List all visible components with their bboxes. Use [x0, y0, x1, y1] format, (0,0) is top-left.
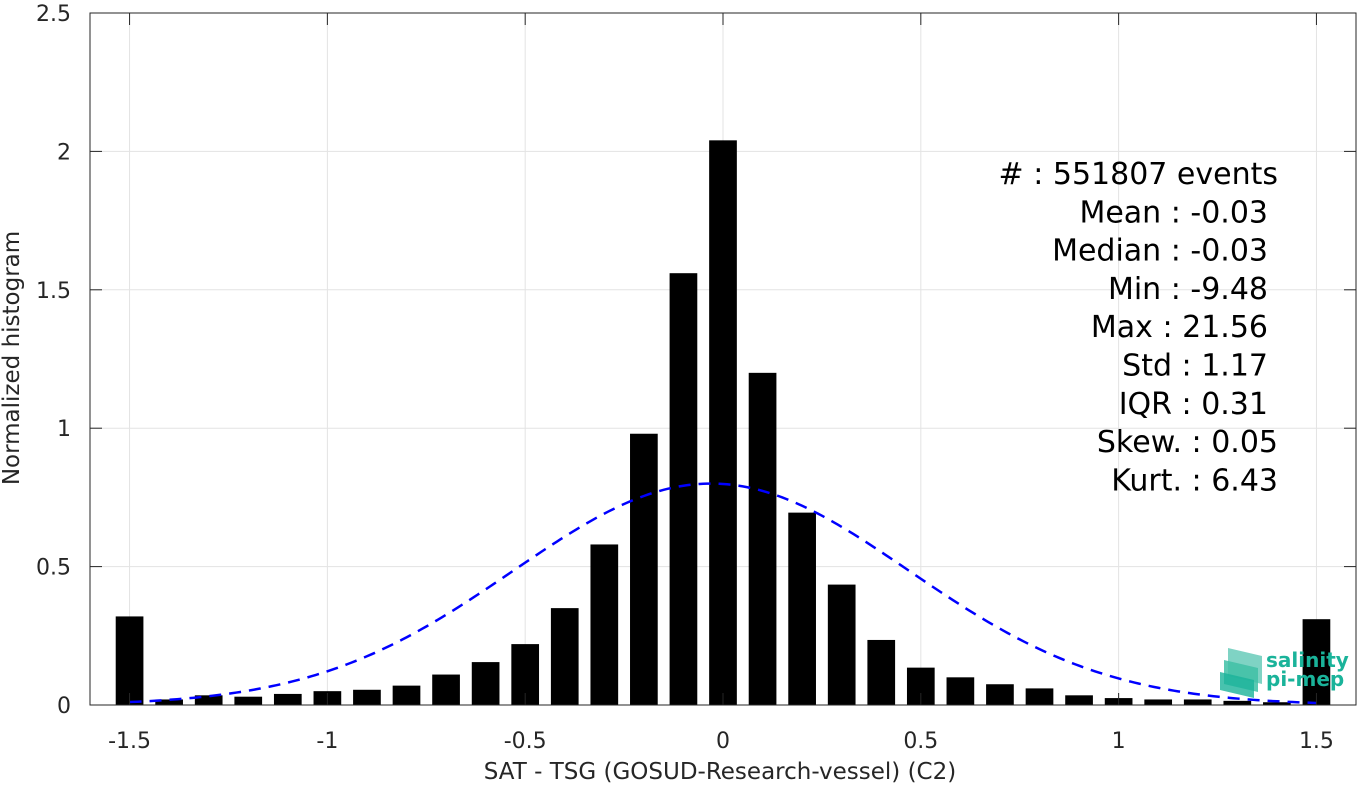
histogram-bar	[1025, 688, 1054, 705]
histogram-bar	[471, 662, 500, 705]
y-tick-label: 2	[57, 140, 71, 165]
histogram-bar	[1065, 695, 1093, 705]
histogram-bar	[630, 433, 658, 705]
histogram-bar	[353, 689, 381, 705]
histogram-bar	[590, 544, 619, 705]
logo-line-2: pi-mep	[1266, 667, 1344, 691]
histogram-bar	[788, 512, 816, 705]
x-axis-ticks: -1.5 -1 -0.5 0 0.5 1 1.5	[108, 13, 1334, 754]
y-tick-label: 1.5	[36, 279, 71, 304]
stat-line: Kurt. : 6.43	[1111, 463, 1278, 498]
histogram-bar	[1302, 619, 1331, 705]
y-axis-ticks: 0 0.5 1 1.5 2 2.5	[36, 2, 1356, 719]
salinity-wave-icon	[1220, 648, 1262, 698]
fit-curve-line	[129, 482, 1317, 705]
histogram-bar	[827, 584, 856, 705]
histogram-bar	[1183, 699, 1212, 705]
stat-line: IQR : 0.31	[1119, 387, 1268, 422]
histogram-bar	[1144, 699, 1173, 705]
x-tick-label: 0	[716, 729, 730, 754]
histogram-bar	[867, 639, 896, 705]
histogram-bar	[946, 677, 975, 705]
stat-line: Median : -0.03	[1052, 234, 1268, 269]
x-tick-label: -0.5	[504, 729, 547, 754]
stat-line: Min : -9.48	[1108, 272, 1268, 307]
x-tick-label: 0.5	[903, 729, 938, 754]
x-tick-label: -1	[316, 729, 338, 754]
bars	[115, 140, 1331, 705]
histogram-bar	[194, 695, 223, 705]
y-tick-label: 2.5	[36, 2, 71, 27]
stat-line: Mean : -0.03	[1079, 195, 1268, 230]
y-tick-label: 0	[57, 694, 71, 719]
gaussian-fit	[129, 482, 1317, 705]
histogram-bar	[234, 696, 263, 705]
x-tick-label: 1	[1112, 729, 1126, 754]
logo-line-1: salinity	[1266, 648, 1349, 672]
stat-line: Max : 21.56	[1091, 310, 1268, 345]
x-axis-label: SAT - TSG (GOSUD-Research-vessel) (C2)	[484, 759, 956, 785]
histogram-bar	[1223, 700, 1252, 705]
histogram-bar	[392, 685, 421, 705]
histogram-bar	[669, 273, 698, 705]
x-tick-label: -1.5	[108, 729, 151, 754]
histogram-bar	[748, 372, 777, 705]
histogram-bar	[273, 693, 302, 705]
histogram-bar	[709, 140, 737, 705]
histogram-bar	[1263, 702, 1291, 705]
stat-line: Skew. : 0.05	[1097, 425, 1278, 460]
y-tick-label: 0.5	[36, 556, 71, 581]
histogram-bar	[432, 674, 460, 705]
y-axis-label: Normalized histogram	[0, 231, 25, 485]
histogram-bar	[986, 684, 1014, 705]
salinity-pi-mep-logo: salinity pi-mep	[1220, 648, 1349, 698]
y-tick-label: 1	[57, 417, 71, 442]
stat-line: Std : 1.17	[1122, 349, 1268, 384]
x-tick-label: 1.5	[1299, 729, 1334, 754]
histogram-bar	[155, 699, 183, 705]
stat-line: # : 551807 events	[999, 157, 1278, 192]
histogram-bar	[550, 608, 579, 705]
histogram-bar	[115, 616, 144, 705]
